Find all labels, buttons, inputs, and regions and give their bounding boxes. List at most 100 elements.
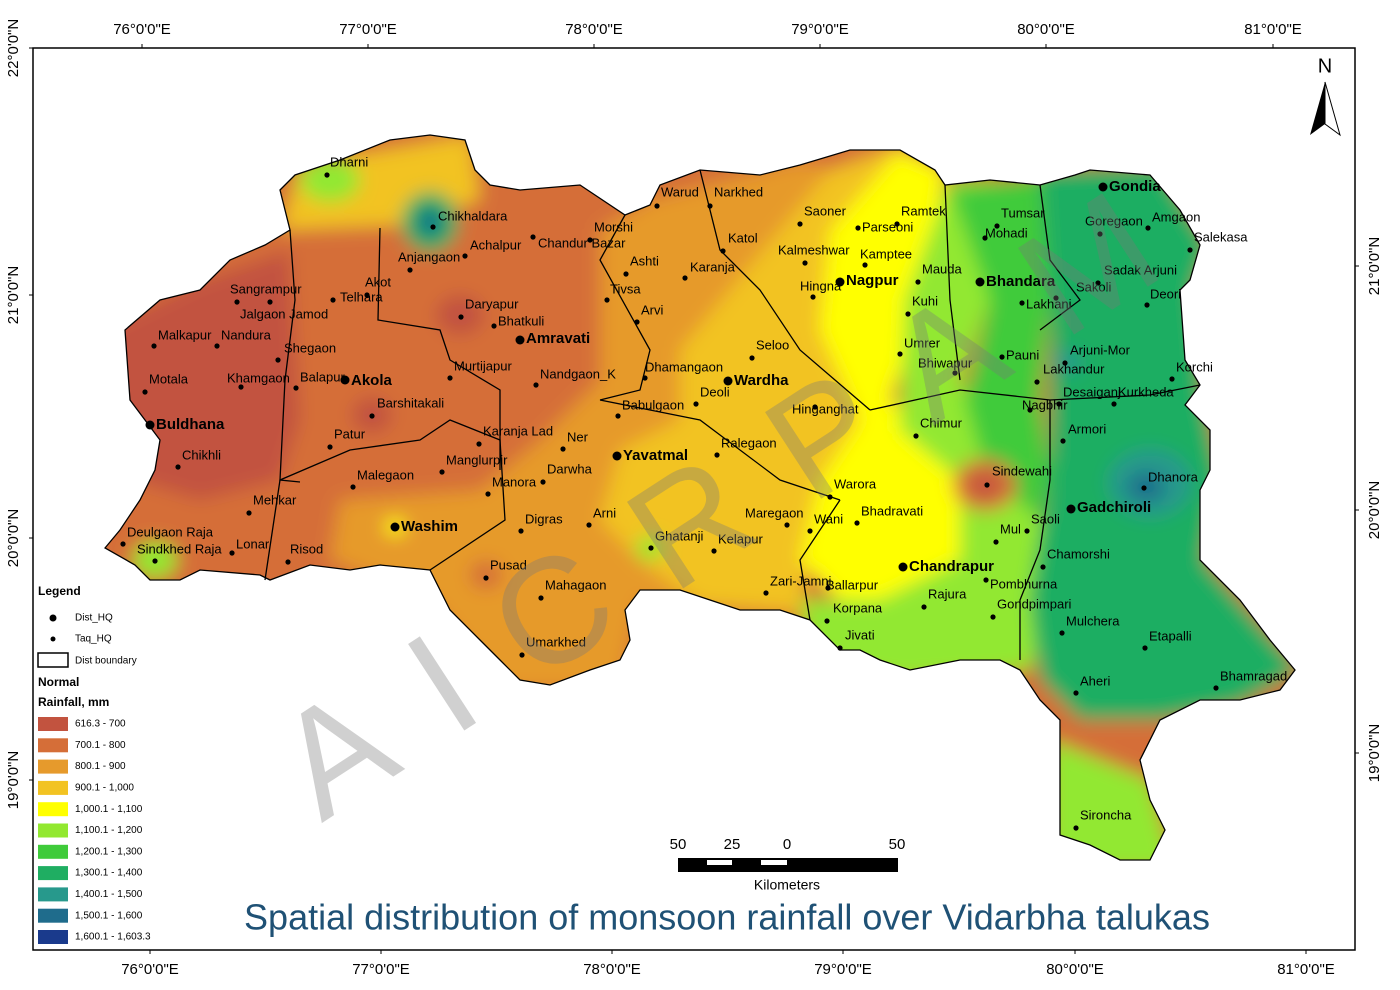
taluk-hq-label: Lakhani [1026, 296, 1072, 311]
taluk-hq-label: Hingna [800, 278, 842, 293]
taluk-hq-label: Narkhed [714, 184, 763, 199]
taluk-hq-label: Ralegaon [721, 435, 777, 450]
taluk-hq-label: Kamptee [860, 246, 912, 261]
taluk-hq-label: Arjuni-Mor [1070, 342, 1131, 357]
taluk-hq-label: Sindewahi [992, 463, 1052, 478]
taluk-hq-dot [293, 385, 299, 391]
taluk-hq-dot [711, 548, 717, 554]
taluk-hq-dot [827, 494, 833, 500]
taluk-hq-dot [324, 172, 330, 178]
taluk-hq-label: Korpana [833, 600, 883, 615]
legend-swatch [38, 802, 68, 817]
legend-label: 1,100.1 - 1,200 [75, 825, 143, 836]
legend-swatch [38, 908, 68, 923]
taluk-hq-dot [120, 541, 126, 547]
taluk-hq-label: Armori [1068, 421, 1106, 436]
taluk-hq-dot [897, 351, 903, 357]
taluk-hq-dot [763, 590, 769, 596]
taluk-hq-label: Aheri [1080, 673, 1110, 688]
legend-swatch [38, 866, 68, 881]
taluk-hq-dot [1060, 438, 1066, 444]
taluk-hq-label: Saoli [1031, 511, 1060, 526]
legend-label: 1,600.1 - 1,603.3 [75, 932, 151, 943]
taluk-hq-dot [214, 343, 220, 349]
taluk-hq-label: Anjangaon [398, 249, 460, 264]
longitude-label: 78°0'0"E [565, 21, 623, 38]
taluk-hq-dot [458, 314, 464, 320]
district-hq-dot [723, 376, 733, 386]
taluk-hq-dot [1053, 295, 1059, 301]
taluk-hq-label: Mahagaon [545, 577, 606, 592]
state-outline [104, 134, 1296, 861]
taluk-hq-label: Bhadravati [861, 503, 923, 518]
taluk-hq-dot [749, 355, 755, 361]
taluk-hq-dot [797, 221, 803, 227]
taluk-hq-dot [1024, 528, 1030, 534]
taluk-hq-label: Karanja [690, 259, 736, 274]
longitude-label: 78°0'0"E [583, 961, 641, 978]
taluk-hq-label: Nagbhir [1022, 397, 1068, 412]
latitude-label: 21°0'0"N [5, 266, 22, 324]
district-hq-label: Gondia [1109, 178, 1161, 195]
taluk-hq-label: Mulchera [1066, 613, 1120, 628]
taluk-hq-dot [921, 604, 927, 610]
district-hq-dot [975, 277, 985, 287]
district-hq-label: Chandrapur [909, 558, 994, 575]
taluk-hq-label: Salekasa [1194, 229, 1248, 244]
taluk-hq-dot [1059, 630, 1065, 636]
district-boundary [869, 384, 1201, 411]
district-hq-dot [390, 522, 400, 532]
longitude-label: 77°0'0"E [339, 21, 397, 38]
taluk-hq-dot [586, 522, 592, 528]
taluk-hq-dot [1144, 302, 1150, 308]
taluk-hq-label: Parseoni [862, 219, 913, 234]
legend: Legend Dist_HQ Taq_HQ Dist boundary Normal Ra… [37, 584, 151, 944]
legend-swatch [38, 930, 68, 944]
taluk-hq-label: Ramtek [901, 203, 946, 218]
district-hq-dot [1098, 182, 1108, 192]
taluk-hq-label: Kelapur [718, 531, 763, 546]
places: Buldhana Akola Washim Amravati Yavatmal Wardh… [120, 154, 1287, 831]
taluk-hq-dot [327, 444, 333, 450]
district-hq-label: Nagpur [846, 272, 899, 289]
taluk-hq-label: Jivati [845, 627, 875, 642]
taluk-hq-label: Warud [661, 184, 699, 199]
taluk-hq-label: Ballarpur [826, 577, 879, 592]
taluk-hq-label: Chimur [920, 415, 963, 430]
taluk-hq-dot [175, 464, 181, 470]
taluk-hq-dot [152, 558, 158, 564]
district-boundary [799, 499, 841, 621]
taluk-hq-dot [825, 585, 831, 591]
legend-label: 616.3 - 700 [75, 719, 126, 730]
north-label: N [1318, 55, 1332, 77]
taluk-hq-dot [519, 652, 525, 658]
taluk-hq-label: Karanja Lad [483, 423, 553, 438]
taluk-hq-label: Daryapur [465, 296, 519, 311]
legend-boundary-symbol [37, 652, 69, 668]
taluk-hq-label: Ashti [630, 253, 659, 268]
taluk-hq-label: Warora [834, 476, 877, 491]
taluk-hq-label: Darwha [547, 461, 593, 476]
longitude-label: 79°0'0"E [814, 961, 872, 978]
longitude-label: 76°0'0"E [121, 961, 179, 978]
legend-label: Taq_HQ [75, 634, 112, 645]
taluk-hq-label: Saoner [804, 203, 847, 218]
taluk-hq-dot [913, 433, 919, 439]
taluk-hq-dot [142, 389, 148, 395]
latitude-label: 20°0'0"N [5, 509, 22, 567]
taluk-hq-dot [285, 559, 291, 565]
taluk-hq-label: Pauni [1006, 347, 1039, 362]
taluk-hq-dot [491, 323, 497, 329]
taluk-hq-label: Mehkar [253, 492, 297, 507]
district-boundary [1039, 184, 1081, 331]
taluk-hq-label: Shegaon [284, 340, 336, 355]
taluk-hq-dot [234, 299, 240, 305]
taluk-hq-dot [364, 292, 370, 298]
legend-label: Dist_HQ [75, 613, 113, 624]
legend-label: 1,000.1 - 1,100 [75, 804, 143, 815]
district-hq-dot [1066, 504, 1076, 514]
taluk-hq-label: Gondpimpari [997, 596, 1072, 611]
district-hq-dot [145, 420, 155, 430]
